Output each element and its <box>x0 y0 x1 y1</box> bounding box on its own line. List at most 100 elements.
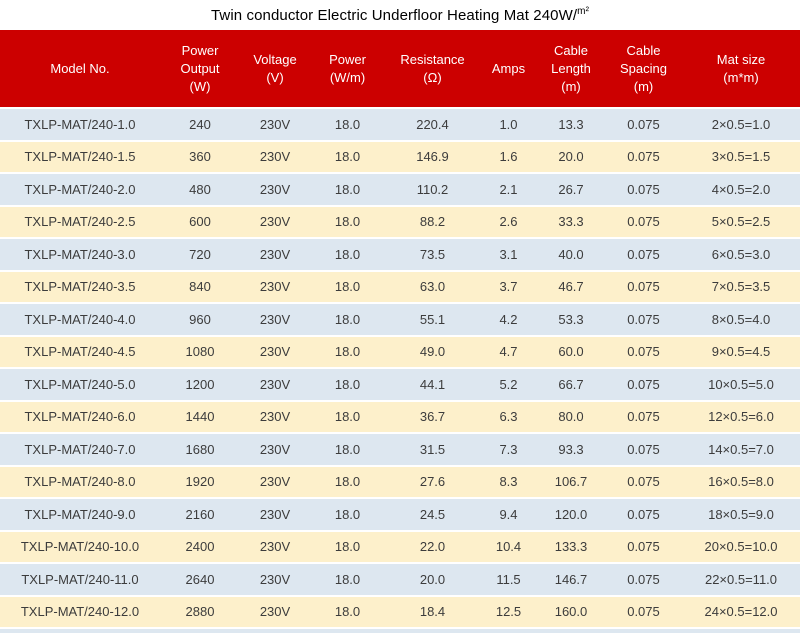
table-cell: 133.3 <box>554 539 588 555</box>
page-title-text: Twin conductor Electric Underfloor Heati… <box>210 6 578 24</box>
table-cell: 600 <box>189 214 211 230</box>
table-cell: 0.075 <box>627 279 660 295</box>
table-cell: 49.0 <box>419 344 446 360</box>
table-cell: 18.0 <box>334 376 361 392</box>
table-cell: 3.1 <box>499 246 518 262</box>
table-cell: 88.2 <box>419 214 446 230</box>
table-cell: 12×0.5=6.0 <box>708 409 774 425</box>
table-cell: 1080 <box>185 344 215 360</box>
table-cell: 230V <box>259 279 291 295</box>
table-cell: 0.075 <box>627 409 660 425</box>
table-cell: 0.075 <box>627 376 660 392</box>
table-cell: 14×0.5=7.0 <box>708 441 774 457</box>
table-row: TXLP-MAT/240-4.0 960 230V 18.0 55.1 4.2 53.3 0.… <box>0 304 800 335</box>
table-cell: 31.5 <box>419 441 446 457</box>
table-cell: TXLP-MAT/240-9.0 <box>24 506 136 522</box>
table-cell: 0.075 <box>627 344 660 360</box>
table-cell: TXLP-MAT/240-11.0 <box>21 571 139 587</box>
table-cell: 230V <box>259 149 291 165</box>
table-row: TXLP-MAT/240-12.0 2880 230V 18.0 18.4 12.5 160… <box>0 596 800 627</box>
table-cell: 18.0 <box>334 279 361 295</box>
table-cell: 840 <box>189 279 211 295</box>
table-cell: 53.3 <box>558 311 584 327</box>
table-cell: 8×0.5=4.0 <box>711 311 771 327</box>
table-cell: 0.075 <box>627 149 660 165</box>
table-cell: 18.0 <box>334 246 361 262</box>
table-cell: 2640 <box>185 571 215 587</box>
table-cell: 0.075 <box>627 506 660 522</box>
table-cell: TXLP-MAT/240-12.0 <box>20 604 140 620</box>
table-cell: 18.0 <box>334 116 361 132</box>
table-cell: 0.075 <box>627 181 660 197</box>
table-cell: 10.4 <box>495 539 522 555</box>
table-cell: 0.075 <box>627 246 660 262</box>
table-cell: 230V <box>259 441 291 457</box>
column-header: Cable Spacing (m) <box>620 42 667 94</box>
table-cell: 360 <box>189 149 211 165</box>
table-cell: 230V <box>259 311 291 327</box>
table-cell: 66.7 <box>558 376 584 392</box>
table-cell: 18.0 <box>334 149 361 165</box>
table-cell: 960 <box>189 311 211 327</box>
table-cell: 2400 <box>185 539 215 555</box>
table-cell: 2.1 <box>499 181 518 197</box>
table-cell: 18.0 <box>334 409 361 425</box>
table-cell: 230V <box>259 409 291 425</box>
table-cell: 46.7 <box>558 279 584 295</box>
table-cell: TXLP-MAT/240-1.5 <box>24 149 136 165</box>
column-header: Cable Length (m) <box>551 42 591 94</box>
table-cell: 146.9 <box>416 149 449 165</box>
table-cell: TXLP-MAT/240-2.5 <box>24 214 136 230</box>
table-cell: 5.2 <box>499 376 518 392</box>
table-row: TXLP-MAT/240-2.0 480 230V 18.0 110.2 2.1 26.7 0… <box>0 174 800 205</box>
table-header: Model No. Power Output (W) Voltage (V) Powe… <box>0 30 800 107</box>
table-cell: 220.4 <box>416 116 449 132</box>
table-cell: 110.2 <box>416 181 449 197</box>
table-cell: TXLP-MAT/240-2.0 <box>24 181 136 197</box>
table-row: TXLP-MAT/240-1.5 360 230V 18.0 146.9 1.6 20.0 0… <box>0 141 800 172</box>
table-cell: 18.0 <box>334 604 361 620</box>
table-cell: 1440 <box>185 409 215 425</box>
table-cell: 18×0.5=9.0 <box>708 506 774 522</box>
table-row: TXLP-MAT/240-2.5 600 230V 18.0 88.2 2.6 33.3 0.… <box>0 206 800 237</box>
table-cell: 120.0 <box>554 506 588 522</box>
table-row: TXLP-MAT/240-3.5 840 230V 18.0 63.0 3.7 46.7 0.… <box>0 271 800 302</box>
table-cell: 1.6 <box>499 149 518 165</box>
table-cell: TXLP-MAT/240-4.5 <box>24 344 136 360</box>
table-cell: TXLP-MAT/240-10.0 <box>20 539 140 555</box>
column-header: Mat size (m*m) <box>716 51 766 85</box>
table-cell: 160.0 <box>554 604 588 620</box>
table-cell: 106.7 <box>554 474 588 490</box>
table-cell: 0.075 <box>627 539 660 555</box>
table-cell: TXLP-MAT/240-7.0 <box>24 441 136 457</box>
table-cell: 2160 <box>185 506 215 522</box>
table-cell: 230V <box>259 246 291 262</box>
column-header: Resistance (Ω) <box>400 51 465 85</box>
table-cell: 146.7 <box>554 571 588 587</box>
table-cell: 0.075 <box>627 311 660 327</box>
table-cell: TXLP-MAT/240-8.0 <box>24 474 136 490</box>
table-row: TXLP-MAT/240-4.5 1080 230V 18.0 49.0 4.7 60.0 0… <box>0 336 800 367</box>
table-cell: 36.7 <box>419 409 446 425</box>
table-cell: 18.0 <box>334 474 361 490</box>
table-cell: TXLP-MAT/240-5.0 <box>24 376 136 392</box>
table-cell: 1920 <box>185 474 215 490</box>
table-cell: 4.2 <box>499 311 518 327</box>
table-cell: 480 <box>189 181 211 197</box>
table-cell: 1.0 <box>499 116 518 132</box>
table-row: TXLP-MAT/240-6.0 1440 230V 18.0 36.7 6.3 80.0 0… <box>0 401 800 432</box>
table-cell: 18.0 <box>334 344 361 360</box>
table-cell: 230V <box>259 571 291 587</box>
column-header: Power (W/m) <box>329 51 366 85</box>
table-cell: 0.075 <box>627 571 660 587</box>
table-row: TXLP-MAT/240-5.0 1200 230V 18.0 44.1 5.2 66.7 0… <box>0 369 800 400</box>
table-cell: 230V <box>259 506 291 522</box>
table-cell: TXLP-MAT/240-3.5 <box>24 279 136 295</box>
column-header: Model No. <box>50 60 110 76</box>
table-cell: 0.075 <box>627 474 660 490</box>
table-cell: 230V <box>259 344 291 360</box>
table-cell: 8.3 <box>499 474 518 490</box>
table-cell: 18.0 <box>334 214 361 230</box>
table-cell: 230V <box>259 181 291 197</box>
